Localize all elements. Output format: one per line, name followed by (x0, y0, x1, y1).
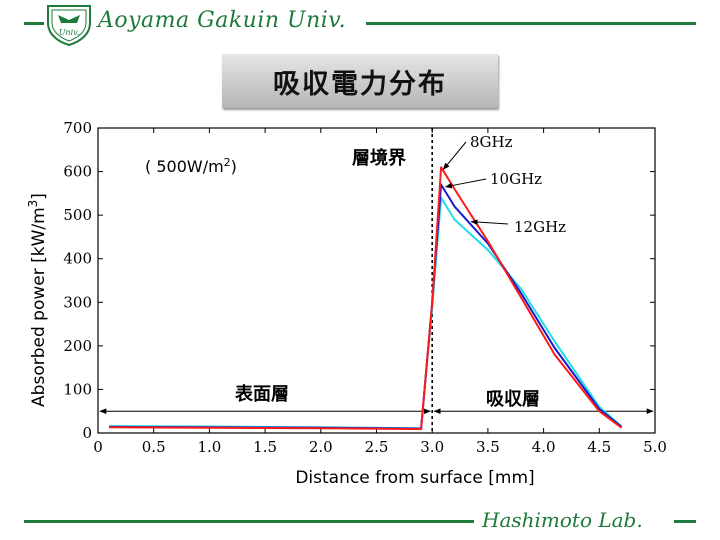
y-tick-labels: 0 100 200 300 400 500 600 700 (63, 119, 92, 442)
y-tick-label: 700 (63, 119, 92, 137)
footer-rule-left (24, 520, 474, 523)
y-axis-label-end: ] (29, 193, 49, 200)
x-tick-label: 0.5 (142, 438, 166, 456)
x-tick-label: 1.5 (253, 438, 277, 456)
y-tick-label: 500 (63, 206, 92, 224)
x-tick-label: 5.0 (643, 438, 667, 456)
x-tick-label: 2.0 (309, 438, 333, 456)
crest-label: Univ. (59, 28, 80, 37)
series-pointer (470, 219, 509, 225)
series-line-8GHz (109, 166, 623, 431)
surface-layer-label: 表面層 (235, 383, 289, 405)
power-annotation: ( 500W/m2) (145, 156, 237, 176)
y-tick-label: 600 (63, 163, 92, 181)
absorbing-layer-label: 吸収層 (486, 389, 540, 410)
footer-rule-right (674, 520, 696, 523)
series-pointer (442, 141, 467, 170)
series-label: 8GHz (470, 133, 513, 151)
series-pointer (444, 178, 487, 189)
x-axis-label: Distance from surface [mm] (295, 468, 534, 488)
y-tick-label: 400 (63, 250, 92, 268)
series-label: 12GHz (514, 218, 566, 236)
y-tick-label: 100 (63, 380, 92, 398)
y-axis-label: Absorbed power [kW/m3] (26, 193, 49, 407)
power-annotation-superscript: 2 (224, 156, 231, 169)
x-tick-label: 3.0 (420, 438, 444, 456)
x-tick-label: 0 (93, 438, 103, 456)
header-rule-left (24, 22, 44, 25)
y-tick-label: 0 (82, 424, 92, 442)
boundary-label: 層境界 (352, 147, 406, 169)
university-name: Aoyama Gakuin Univ. (98, 8, 347, 33)
series-label: 10GHz (490, 170, 542, 188)
lab-name: Hashimoto Lab. (482, 508, 643, 532)
x-tick-label: 4.0 (532, 438, 556, 456)
x-tick-label: 4.5 (587, 438, 611, 456)
x-tick-label: 3.5 (476, 438, 500, 456)
y-axis-label-superscript: 3 (26, 200, 40, 208)
series-annotations: 8GHz 10GHz 12GHz (442, 133, 566, 236)
slide-title: 吸収電力分布 (222, 54, 498, 108)
series-lines (109, 166, 623, 431)
x-tick-labels: 0 0.5 1.0 1.5 2.0 2.5 3.0 3.5 4.0 4.5 5.0 (93, 438, 667, 456)
x-tick-label: 1.0 (197, 438, 221, 456)
y-tick-label: 200 (63, 337, 92, 355)
y-tick-label: 300 (63, 293, 92, 311)
university-crest-icon: Univ. (44, 3, 94, 51)
power-annotation-end: ) (231, 157, 237, 176)
x-tick-label: 2.5 (365, 438, 389, 456)
header-rule-right (366, 22, 696, 25)
